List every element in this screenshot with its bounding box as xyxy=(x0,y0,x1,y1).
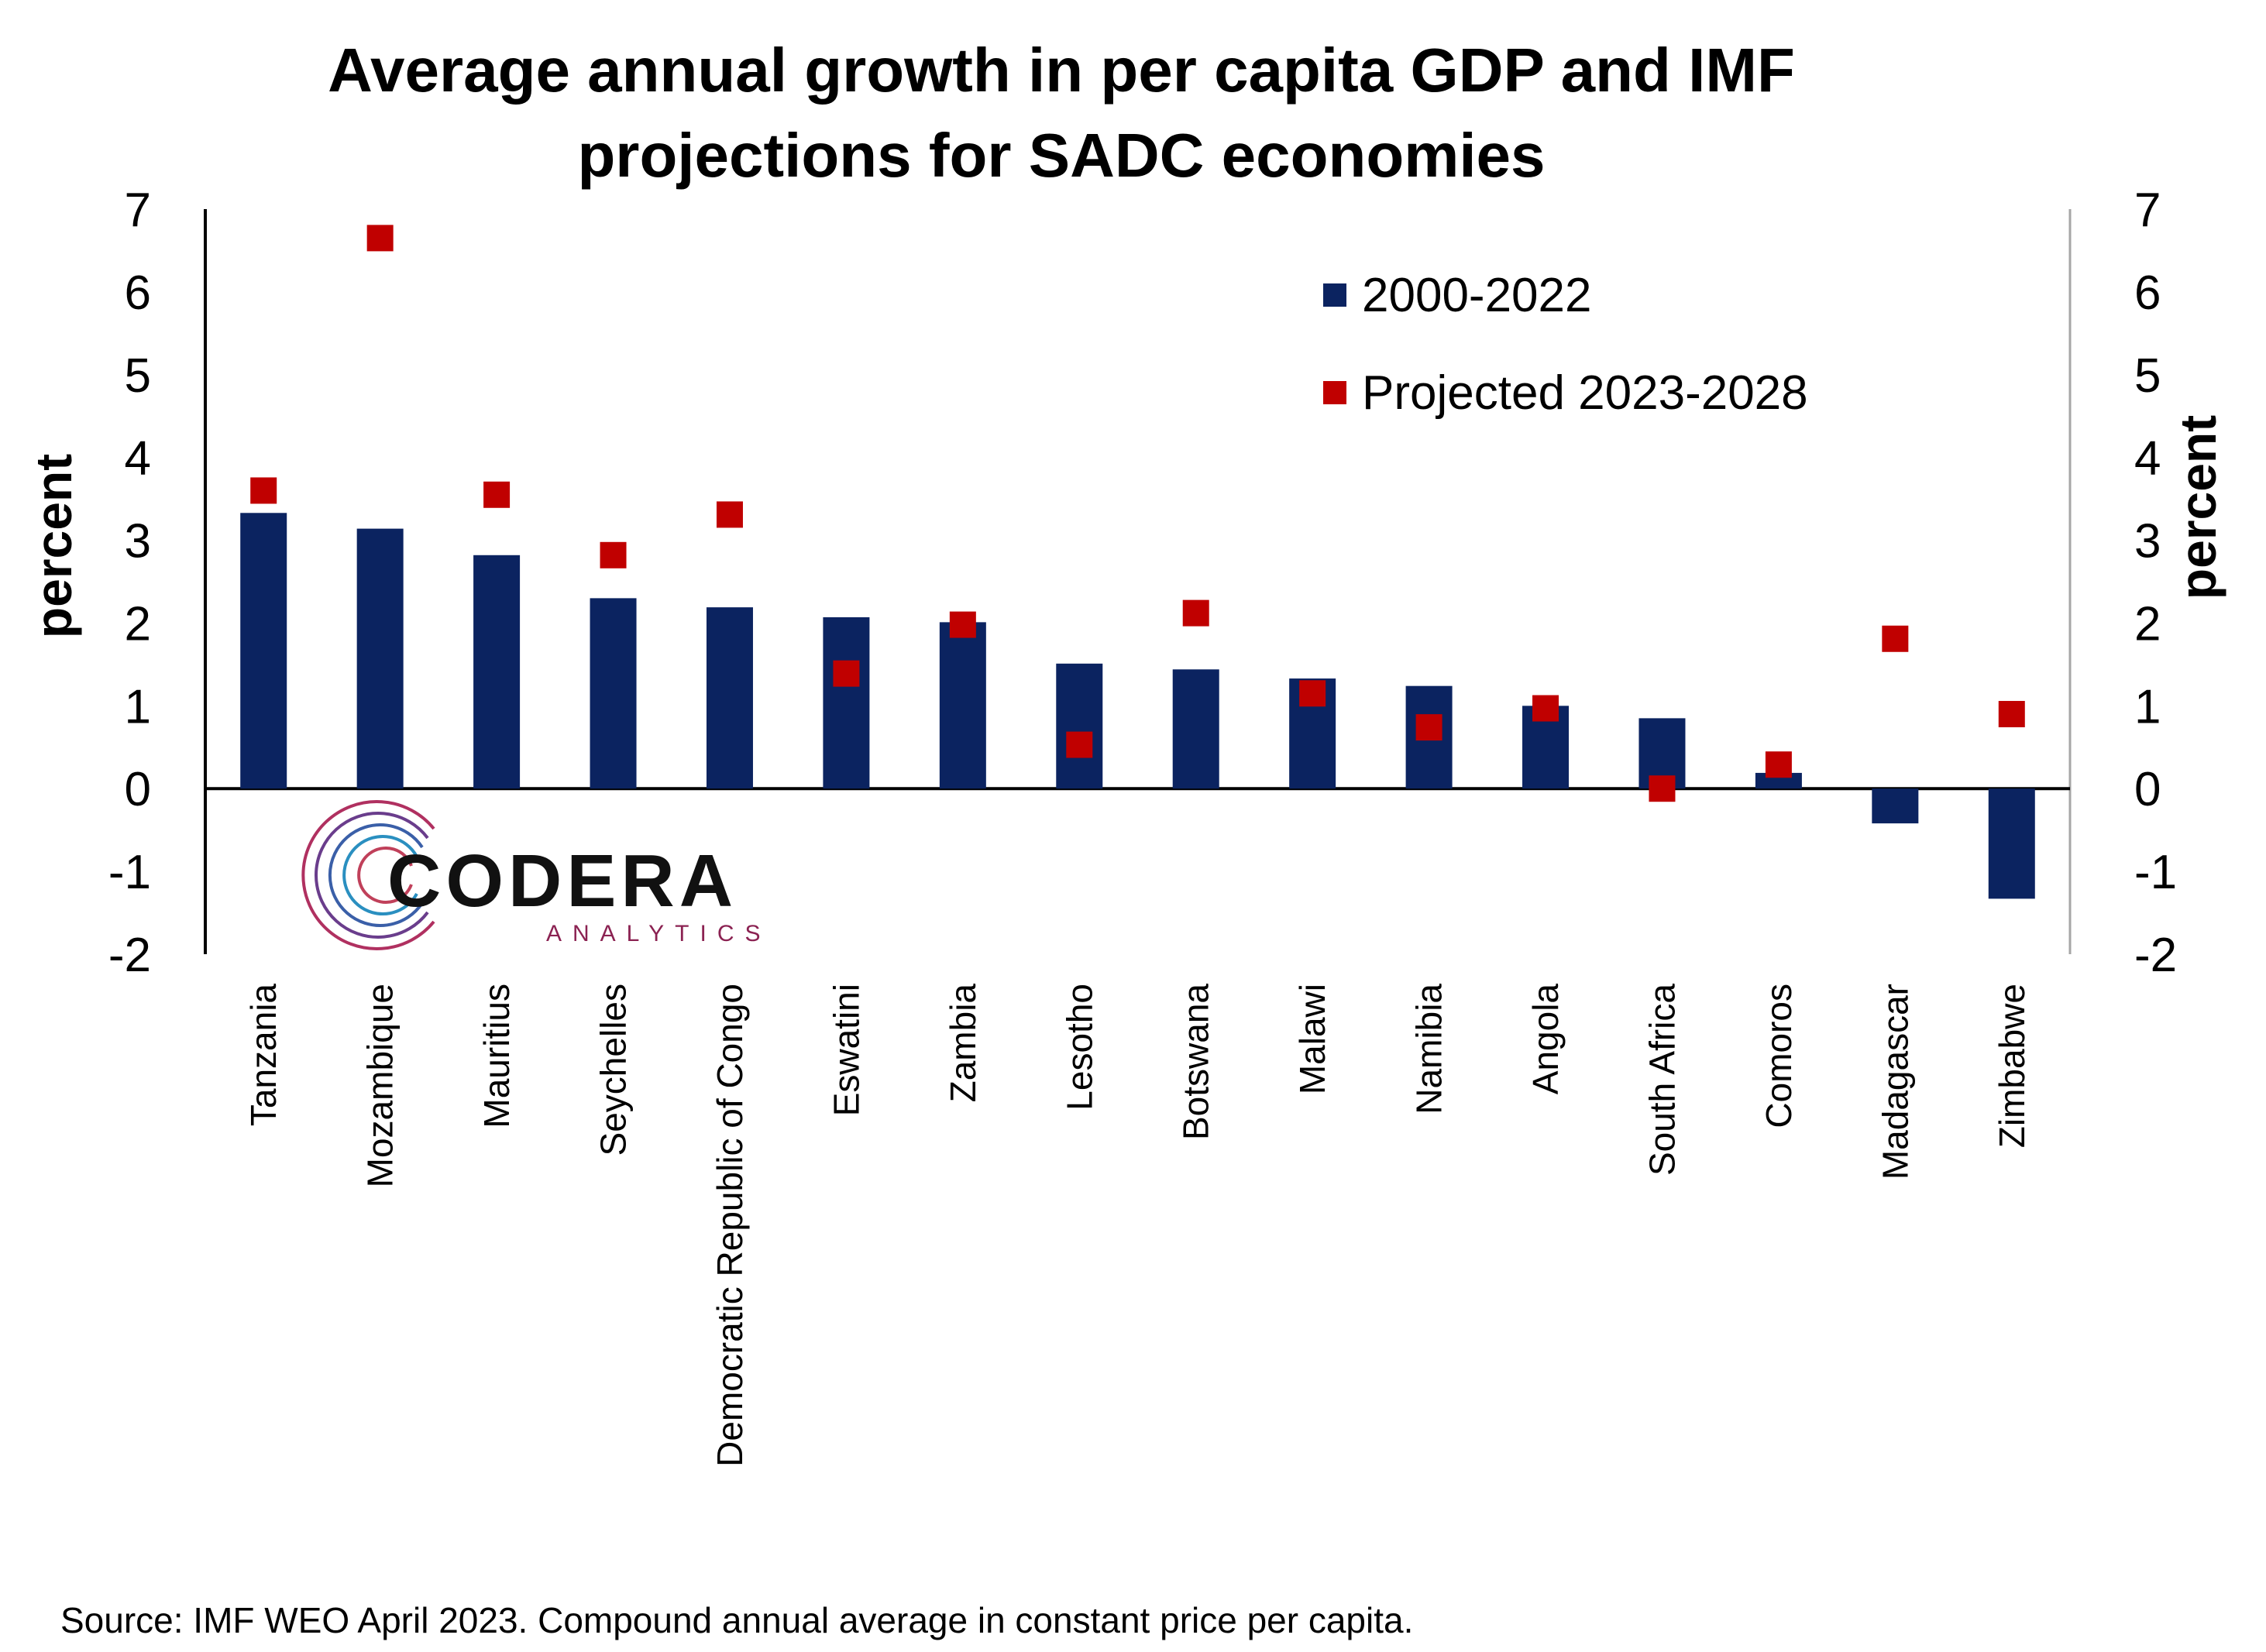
bar-zimbabwe xyxy=(1988,788,2035,899)
y-tick-left: 3 xyxy=(125,515,151,568)
category-labels: Tanzania Mozambique Mauritius Seychelles Dem… xyxy=(243,984,2032,1467)
marker-malawi xyxy=(1299,680,1326,707)
marker-tanzania xyxy=(250,477,277,504)
y-tick-left: -1 xyxy=(108,846,151,899)
y-axis-title-left: percent xyxy=(25,454,82,638)
chart-title-line-2: projections for SADC economies xyxy=(577,121,1545,190)
category-label: Namibia xyxy=(1409,984,1449,1114)
y-tick-right: 3 xyxy=(2134,515,2161,568)
marker-madagascar xyxy=(1882,625,1909,652)
y-tick-right: 5 xyxy=(2134,349,2161,403)
category-label: Zambia xyxy=(943,984,983,1103)
y-axis-title-right: percent xyxy=(2169,415,2226,599)
bar-mozambique xyxy=(356,528,404,789)
marker-angola xyxy=(1532,695,1559,722)
y-tick-left: 5 xyxy=(125,349,151,403)
marker-seychelles xyxy=(600,541,627,568)
bar-mauritius xyxy=(473,555,521,789)
category-label: Mozambique xyxy=(360,984,401,1187)
marker-south-africa xyxy=(1649,775,1676,802)
bar-seychelles xyxy=(590,598,637,789)
marker-botswana xyxy=(1182,599,1209,627)
category-label: Democratic Republic of Congo xyxy=(710,984,750,1467)
y-tick-left: 4 xyxy=(125,432,151,486)
legend-label-marker: Projected 2023-2028 xyxy=(1362,366,1808,420)
category-label: Eswatini xyxy=(826,984,866,1116)
category-label: Lesotho xyxy=(1059,984,1099,1111)
y-tick-right: 7 xyxy=(2134,184,2161,237)
bar-zambia xyxy=(939,622,986,789)
y-tick-right: 4 xyxy=(2134,432,2161,486)
y-tick-left: 1 xyxy=(125,680,151,733)
codera-logo: CODERA ANALYTICS xyxy=(301,800,772,950)
category-label: Madagascar xyxy=(1875,984,1915,1180)
marker-namibia xyxy=(1415,714,1442,741)
marker-eswatini xyxy=(833,660,860,687)
marker-series-projected xyxy=(250,225,2025,802)
y-tick-left: 6 xyxy=(125,266,151,320)
category-label: Malawi xyxy=(1292,984,1332,1094)
marker-zambia xyxy=(949,611,976,638)
category-label: Mauritius xyxy=(476,984,517,1128)
marker-zimbabwe xyxy=(1998,701,2025,728)
y-tick-left: 2 xyxy=(125,597,151,651)
bar-series-2000-2022 xyxy=(240,513,2035,899)
marker-democratic-republic-of-congo xyxy=(716,501,743,528)
legend-label-bar: 2000-2022 xyxy=(1362,269,1592,322)
category-label: Comoros xyxy=(1759,984,1799,1128)
y-ticks-right: 7 6 5 4 3 2 1 0 -1 -2 xyxy=(2134,184,2177,982)
bar-lesotho xyxy=(1056,663,1103,789)
y-tick-right: 6 xyxy=(2134,266,2161,320)
marker-lesotho xyxy=(1066,731,1093,758)
marker-mauritius xyxy=(483,481,511,508)
category-label: Seychelles xyxy=(593,984,634,1156)
logo-subtitle: ANALYTICS xyxy=(546,921,772,946)
y-tick-left: 7 xyxy=(125,184,151,237)
category-label: Zimbabwe xyxy=(1992,984,2032,1148)
legend: 2000-2022 Projected 2023-2028 xyxy=(1323,269,1808,420)
y-tick-right: 0 xyxy=(2134,763,2161,816)
logo-mark-icon xyxy=(301,800,435,950)
y-tick-left: 0 xyxy=(125,763,151,816)
y-tick-right: -2 xyxy=(2134,929,2177,982)
legend-swatch-marker xyxy=(1323,381,1346,404)
y-ticks-left: 7 6 5 4 3 2 1 0 -1 -2 xyxy=(108,184,151,982)
marker-comoros xyxy=(1765,751,1792,778)
marker-mozambique xyxy=(366,225,394,252)
bar-madagascar xyxy=(1872,788,1919,824)
bar-tanzania xyxy=(240,513,287,789)
y-tick-right: 1 xyxy=(2134,680,2161,733)
y-tick-right: -1 xyxy=(2134,846,2177,899)
category-label: Botswana xyxy=(1176,984,1216,1140)
category-label: Angola xyxy=(1525,984,1566,1095)
legend-swatch-bar xyxy=(1323,283,1346,307)
bar-botswana xyxy=(1172,669,1219,789)
category-label: Tanzania xyxy=(243,984,284,1127)
logo-wordmark: CODERA xyxy=(387,840,738,922)
bar-eswatini xyxy=(823,616,870,789)
source-note: Source: IMF WEO April 2023. Compound ann… xyxy=(60,1600,1413,1640)
y-tick-right: 2 xyxy=(2134,597,2161,651)
chart-title-line-1: Average annual growth in per capita GDP … xyxy=(328,36,1795,105)
bar-democratic-republic-of-congo xyxy=(706,607,753,789)
category-label: South Africa xyxy=(1642,984,1682,1176)
y-tick-left: -2 xyxy=(108,929,151,982)
